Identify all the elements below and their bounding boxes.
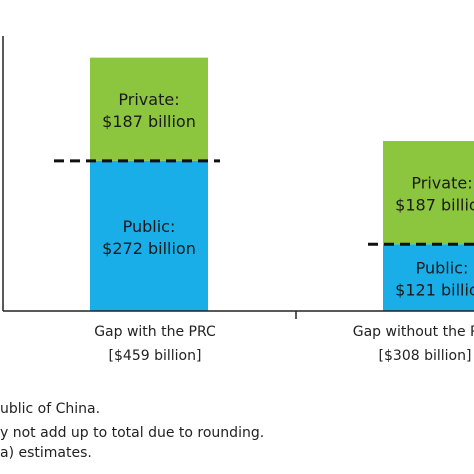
bar-private-1 <box>383 140 474 245</box>
data-label-public-0-1: $272 billion <box>102 239 196 258</box>
note-line-2: y not add up to total due to rounding. <box>0 425 265 441</box>
bar-private-0 <box>90 57 208 161</box>
data-label-private-0-0: Private: <box>118 90 179 109</box>
axes-layer <box>2 36 474 319</box>
bars-layer <box>54 57 474 311</box>
data-label-public-1-0: Public: <box>416 259 469 278</box>
data-label-private-1-1: $187 billion <box>395 196 474 215</box>
category-label-0-line2: [$459 billion] <box>109 348 202 364</box>
bar-public-1 <box>383 244 474 311</box>
data-label-public-0-0: Public: <box>123 217 176 236</box>
data-label-public-1-1: $121 billion <box>395 281 474 300</box>
note-line-3: a) estimates. <box>0 445 92 461</box>
category-label-1-line1: Gap without the PRC <box>353 324 474 340</box>
labels-layer: Public: $272 billion Private: $187 billion P… <box>102 90 474 299</box>
category-label-1-line2: [$308 billion] <box>379 348 472 364</box>
category-label-0-line1: Gap with the PRC <box>94 324 216 340</box>
data-label-private-0-1: $187 billion <box>102 112 196 131</box>
note-line-1: ublic of China. <box>0 401 101 417</box>
category-labels: Gap with the PRC [$459 billion] Gap withou… <box>94 324 474 364</box>
bar-public-0 <box>90 160 208 311</box>
data-label-private-1-0: Private: <box>411 174 472 193</box>
